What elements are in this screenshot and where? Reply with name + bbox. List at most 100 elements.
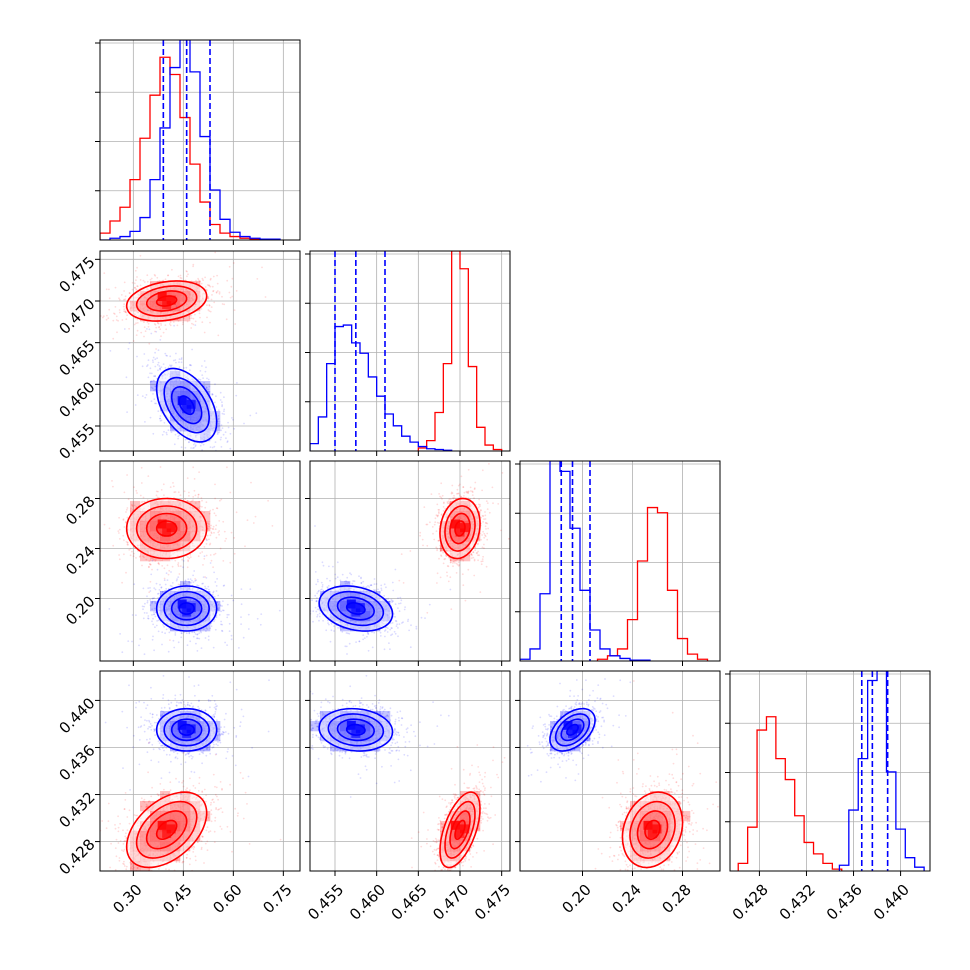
scatter-point	[221, 404, 224, 406]
core-cells-red	[157, 292, 176, 310]
scatter-point	[148, 328, 151, 331]
scatter-point	[229, 447, 232, 450]
scatter-point	[117, 530, 120, 532]
scatter-point	[212, 528, 215, 530]
scatter-point	[140, 466, 143, 469]
scatter-point	[201, 277, 204, 280]
scatter-point	[201, 551, 204, 553]
hist-step-red-2	[596, 506, 709, 661]
scatter-point	[169, 426, 172, 429]
scatter-point	[159, 417, 161, 420]
scatter-point	[177, 562, 180, 564]
scatter-point	[191, 348, 194, 351]
scatter-point	[213, 531, 215, 534]
scatter-point	[218, 292, 221, 295]
scatter-point	[191, 322, 193, 325]
scatter-point	[134, 404, 137, 406]
scatter-point	[174, 491, 177, 493]
scatter-point	[132, 555, 135, 558]
scatter-point	[163, 494, 165, 497]
scatter-point	[163, 421, 166, 424]
scatter-point	[209, 542, 212, 545]
scatter-point	[146, 280, 149, 283]
scatter-point	[201, 449, 204, 451]
scatter-point	[215, 514, 217, 517]
scatter-point	[156, 276, 159, 279]
scatter-point	[164, 278, 167, 281]
scatter-point	[221, 303, 224, 305]
scatter-point	[197, 277, 200, 280]
grid-lines-3-3	[730, 671, 930, 871]
scatter-point	[209, 321, 211, 324]
scatter-point	[143, 281, 146, 283]
scatter-point	[249, 588, 252, 590]
scatter-point	[126, 411, 128, 413]
scatter-point	[229, 432, 232, 435]
scatter-point	[172, 662, 174, 664]
scatter-point	[149, 580, 152, 583]
scatter-point	[265, 522, 267, 524]
scatter-point	[252, 522, 255, 524]
core-cell	[162, 301, 172, 310]
scatter-point	[179, 274, 182, 277]
scatter-point	[226, 440, 229, 443]
scatter-point	[214, 441, 217, 443]
scatter-point	[103, 523, 106, 526]
scatter-point	[198, 471, 201, 473]
scatter-point	[170, 426, 173, 429]
scatter-point	[122, 534, 125, 537]
scatter-point	[204, 370, 207, 373]
scatter-point	[189, 556, 192, 558]
scatter-point	[199, 552, 202, 554]
scatter-point	[216, 282, 219, 285]
scatter-point	[126, 516, 129, 519]
core-cell	[162, 528, 172, 537]
scatter-point	[84, 290, 86, 292]
scatter-point	[103, 272, 106, 275]
scatter-point	[231, 277, 234, 280]
scatter-point	[143, 321, 145, 324]
scatter-point	[163, 579, 166, 582]
scatter-point	[216, 426, 219, 428]
scatter-point	[166, 433, 168, 436]
scatter-point	[150, 400, 153, 403]
scatter-point	[224, 431, 227, 433]
scatter-point	[212, 289, 215, 292]
scatter-point	[160, 419, 163, 422]
scatter-point	[200, 282, 203, 285]
scatter-point	[229, 296, 232, 299]
scatter-point	[163, 567, 166, 570]
scatter-point	[206, 284, 209, 286]
scatter-point	[124, 295, 127, 298]
scatter-point	[211, 294, 213, 296]
scatter-point	[143, 326, 146, 329]
scatter-point	[141, 456, 143, 458]
scatter-point	[136, 266, 139, 269]
scatter-point	[124, 298, 127, 301]
scatter-point	[188, 495, 190, 497]
scatter-point	[226, 279, 229, 282]
scatter-point	[159, 417, 162, 420]
scatter-point	[169, 321, 172, 323]
scatter-point	[208, 304, 211, 307]
core-cell	[182, 405, 192, 414]
scatter-point	[216, 578, 219, 580]
scatter-point	[204, 276, 207, 279]
scatter-point	[192, 317, 195, 320]
scatter-point	[160, 489, 163, 491]
scatter-point	[261, 266, 263, 269]
scatter-point	[228, 291, 231, 294]
scatter-point	[17, 352, 19, 354]
scatter-point	[197, 378, 200, 381]
scatter-point	[189, 553, 192, 556]
scatter-point	[151, 597, 154, 600]
scatter-point	[188, 557, 191, 560]
scatter-point	[165, 328, 168, 331]
scatter-point	[200, 497, 203, 499]
scatter-point	[159, 583, 161, 586]
scatter-point	[128, 327, 131, 330]
scatter-point	[204, 506, 207, 509]
scatter-point	[125, 376, 128, 379]
scatter-point	[96, 546, 98, 548]
scatter-point	[234, 323, 237, 325]
